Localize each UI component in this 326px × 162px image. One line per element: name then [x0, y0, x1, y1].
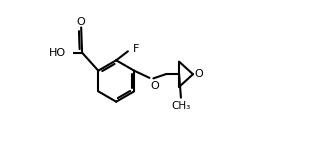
Text: HO: HO: [49, 48, 66, 58]
Text: O: O: [150, 81, 159, 91]
Text: O: O: [195, 69, 203, 79]
Text: CH₃: CH₃: [171, 101, 191, 111]
Text: O: O: [77, 17, 85, 27]
Text: F: F: [132, 45, 139, 54]
